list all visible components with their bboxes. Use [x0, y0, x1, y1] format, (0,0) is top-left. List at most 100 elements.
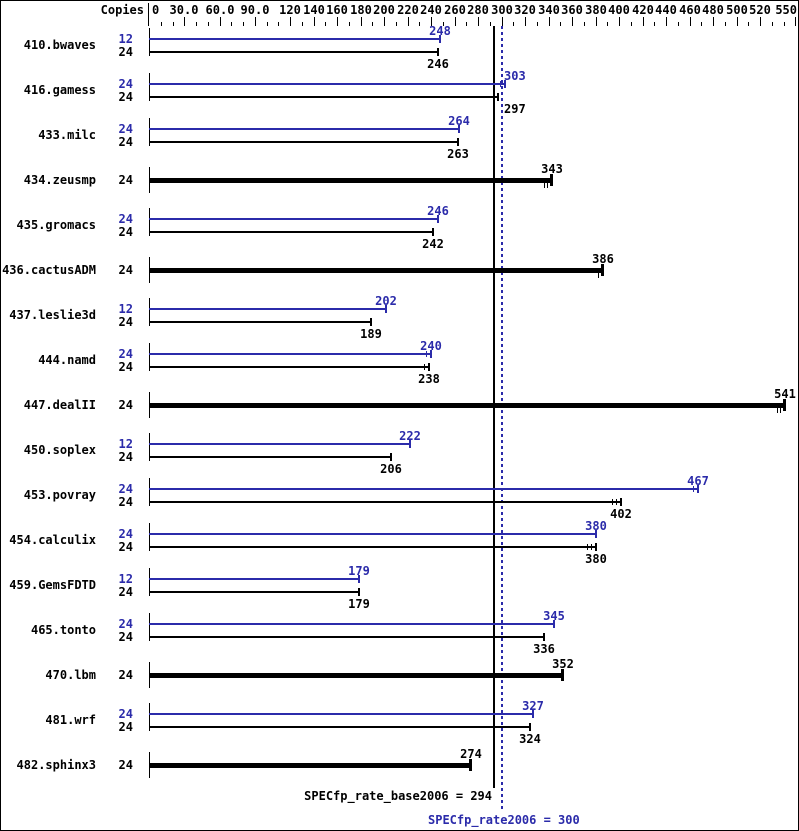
benchmark-name: 435.gromacs: [16, 218, 96, 232]
copies-label: 24: [118, 90, 133, 104]
run-tick: [598, 273, 599, 278]
bar-454.calculix-base: [149, 546, 596, 548]
bar-value-label: 380: [585, 552, 607, 566]
row-axis-stub: [149, 478, 150, 506]
copies-label: 24: [118, 630, 133, 644]
axis-minor-tick: [208, 22, 209, 26]
bar-454.calculix-peak: [149, 533, 596, 535]
bar-410.bwaves-base: [149, 51, 438, 53]
axis-minor-tick: [349, 22, 350, 26]
benchmark-name: 454.calculix: [9, 533, 96, 547]
axis-major-tick: [690, 17, 691, 26]
axis-minor-tick: [302, 22, 303, 26]
benchmark-name: 416.gamess: [23, 83, 96, 97]
bar-end-cap: [432, 228, 434, 236]
axis-major-tick: [314, 17, 315, 26]
axis-tick-label: 500: [726, 3, 748, 17]
bar-433.milc-peak: [149, 128, 459, 130]
bar-459.GemsFDTD-base: [149, 591, 359, 593]
run-tick: [616, 499, 617, 505]
bar-end-cap: [439, 35, 441, 43]
axis-major-tick: [431, 17, 432, 26]
copies-label: 24: [118, 398, 133, 412]
bar-end-cap: [601, 264, 604, 276]
copies-label: 24: [118, 668, 133, 682]
benchmark-name: 470.lbm: [45, 668, 96, 682]
axis-minor-tick: [196, 22, 197, 26]
bar-437.leslie3d-peak: [149, 308, 386, 310]
bar-end-cap: [697, 485, 699, 493]
benchmark-name: 444.namd: [38, 353, 96, 367]
bar-433.milc-base: [149, 141, 458, 143]
reference-line-peak: [501, 26, 503, 812]
axis-major-tick: [666, 17, 667, 26]
axis-minor-tick: [784, 22, 785, 26]
bar-value-label: 248: [429, 24, 451, 38]
benchmark-name: 436.cactusADM: [2, 263, 96, 277]
copies-label: 12: [118, 302, 133, 316]
copies-label: 24: [118, 315, 133, 329]
bar-end-cap: [595, 543, 597, 551]
axis-tick-label: 460: [679, 3, 701, 17]
axis-tick-label: 160: [326, 3, 348, 17]
axis-major-tick: [572, 17, 573, 26]
bar-value-label: 189: [360, 327, 382, 341]
copies-label: 24: [118, 720, 133, 734]
bar-end-cap: [469, 759, 472, 771]
axis-tick-label: 320: [514, 3, 536, 17]
benchmark-name: 459.GemsFDTD: [9, 578, 96, 592]
run-tick: [547, 183, 548, 188]
benchmark-name: 465.tonto: [30, 623, 96, 637]
axis-tick-label: 0: [152, 3, 160, 17]
bar-416.gamess-peak: [149, 83, 505, 85]
axis-tick-label: 300: [491, 3, 513, 17]
bar-value-label: 242: [422, 237, 444, 251]
axis-major-tick: [290, 17, 291, 26]
axis-minor-tick: [243, 22, 244, 26]
axis-minor-tick: [772, 22, 773, 26]
bar-value-label: 327: [522, 699, 544, 713]
bar-end-cap: [457, 138, 459, 146]
axis-major-tick: [361, 17, 362, 26]
axis-major-tick: [408, 17, 409, 26]
axis-tick-label: 30.0: [169, 3, 199, 17]
y-axis-line: [148, 3, 149, 26]
bar-450.soplex-base: [149, 456, 391, 458]
benchmark-name: 434.zeusmp: [23, 173, 96, 187]
axis-minor-tick: [466, 22, 467, 26]
axis-major-tick: [184, 17, 185, 26]
bar-447.dealII: [149, 403, 785, 408]
copies-label: 24: [118, 360, 133, 374]
axis-minor-tick: [537, 22, 538, 26]
bar-value-label: 240: [420, 339, 442, 353]
bar-410.bwaves-peak: [149, 38, 440, 40]
axis-tick-label: 220: [397, 3, 419, 17]
axis-major-tick: [478, 17, 479, 26]
axis-tick-label: 180: [350, 3, 372, 17]
bar-value-label: 246: [427, 57, 449, 71]
copies-label: 24: [118, 527, 133, 541]
copies-header: Copies: [100, 3, 144, 17]
benchmark-name: 437.leslie3d: [9, 308, 96, 322]
axis-tick-label: 380: [585, 3, 607, 17]
copies-label: 24: [118, 585, 133, 599]
axis-tick-label: 400: [608, 3, 630, 17]
axis-tick-label: 200: [373, 3, 395, 17]
copies-label: 12: [118, 437, 133, 451]
copies-label: 24: [118, 482, 133, 496]
copies-label: 24: [118, 540, 133, 554]
axis-tick-label: 340: [538, 3, 560, 17]
axis-minor-tick: [231, 22, 232, 26]
axis-major-tick: [549, 17, 550, 26]
bar-value-label: 324: [519, 732, 541, 746]
bar-434.zeusmp: [149, 178, 552, 183]
bar-444.namd-peak: [149, 353, 431, 355]
bar-end-cap: [529, 723, 531, 731]
copies-label: 24: [118, 135, 133, 149]
axis-tick-label: 240: [420, 3, 442, 17]
benchmark-name: 453.povray: [23, 488, 96, 502]
copies-label: 24: [118, 173, 133, 187]
bar-value-label: 541: [774, 387, 796, 401]
copies-label: 24: [118, 758, 133, 772]
